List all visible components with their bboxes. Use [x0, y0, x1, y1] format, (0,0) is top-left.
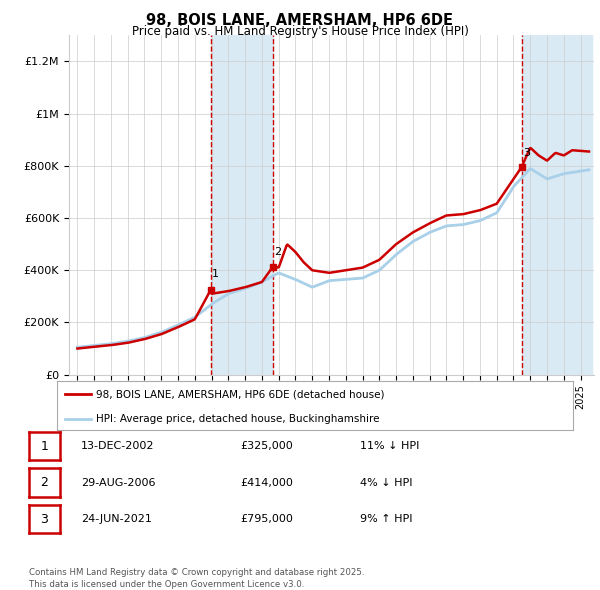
Text: 11% ↓ HPI: 11% ↓ HPI — [360, 441, 419, 451]
Text: 1: 1 — [212, 270, 219, 280]
Text: £325,000: £325,000 — [240, 441, 293, 451]
Text: 13-DEC-2002: 13-DEC-2002 — [81, 441, 155, 451]
Text: 3: 3 — [40, 513, 49, 526]
Text: 98, BOIS LANE, AMERSHAM, HP6 6DE (detached house): 98, BOIS LANE, AMERSHAM, HP6 6DE (detach… — [96, 389, 384, 399]
Text: £414,000: £414,000 — [240, 478, 293, 487]
Text: 2: 2 — [274, 247, 281, 257]
Text: Price paid vs. HM Land Registry's House Price Index (HPI): Price paid vs. HM Land Registry's House … — [131, 25, 469, 38]
Text: Contains HM Land Registry data © Crown copyright and database right 2025.
This d: Contains HM Land Registry data © Crown c… — [29, 568, 364, 589]
Text: 3: 3 — [523, 148, 530, 158]
Text: 24-JUN-2021: 24-JUN-2021 — [81, 514, 152, 524]
Text: 98, BOIS LANE, AMERSHAM, HP6 6DE: 98, BOIS LANE, AMERSHAM, HP6 6DE — [146, 13, 454, 28]
Text: 1: 1 — [40, 440, 49, 453]
Bar — [211, 35, 273, 375]
Text: 4% ↓ HPI: 4% ↓ HPI — [360, 478, 413, 487]
Bar — [521, 35, 592, 375]
Text: £795,000: £795,000 — [240, 514, 293, 524]
Text: 2: 2 — [40, 476, 49, 489]
Text: 9% ↑ HPI: 9% ↑ HPI — [360, 514, 413, 524]
Text: 29-AUG-2006: 29-AUG-2006 — [81, 478, 155, 487]
Text: HPI: Average price, detached house, Buckinghamshire: HPI: Average price, detached house, Buck… — [96, 414, 379, 424]
